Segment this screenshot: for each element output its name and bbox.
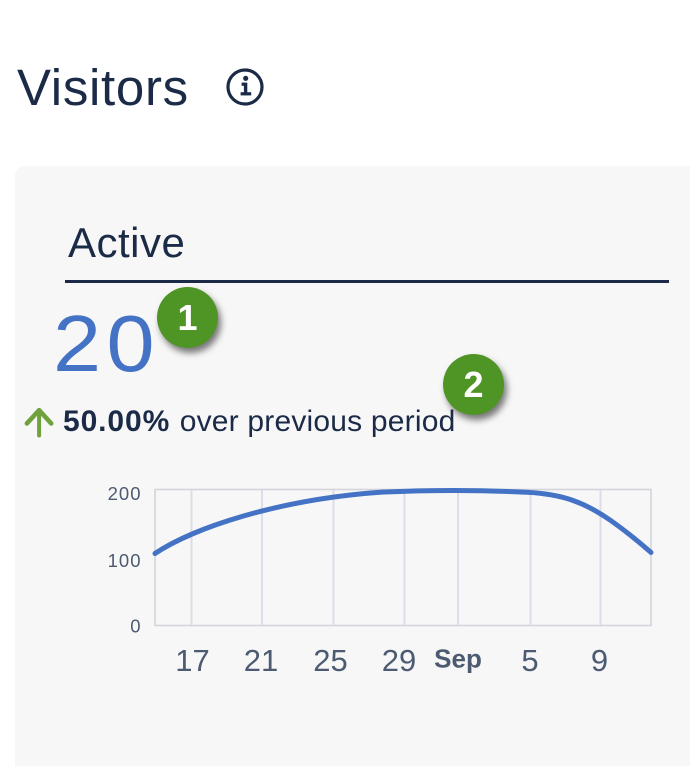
svg-text:9: 9 bbox=[591, 643, 608, 678]
svg-text:29: 29 bbox=[382, 643, 416, 678]
svg-text:17: 17 bbox=[175, 643, 209, 678]
svg-text:100: 100 bbox=[108, 550, 142, 571]
svg-text:25: 25 bbox=[313, 643, 347, 678]
svg-text:5: 5 bbox=[521, 643, 538, 678]
svg-text:Sep: Sep bbox=[434, 644, 482, 674]
svg-text:0: 0 bbox=[130, 616, 141, 637]
svg-text:200: 200 bbox=[108, 483, 142, 504]
svg-text:21: 21 bbox=[244, 643, 278, 678]
